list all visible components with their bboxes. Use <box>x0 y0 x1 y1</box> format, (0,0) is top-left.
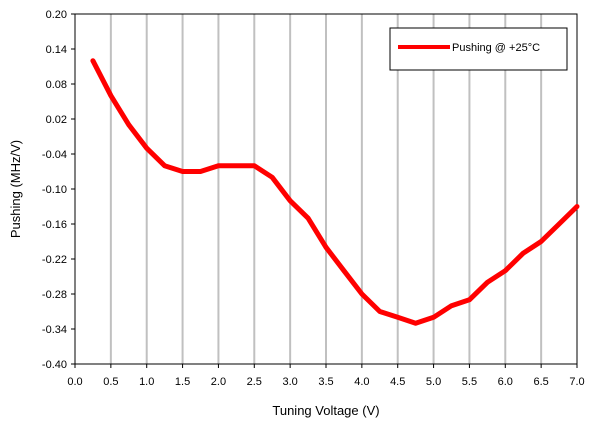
y-tick-label: 0.14 <box>46 44 67 56</box>
y-tick-label: 0.08 <box>46 79 67 91</box>
x-tick-label: 1.5 <box>175 376 190 388</box>
x-tick-label: 1.0 <box>139 376 154 388</box>
x-tick-label: 4.0 <box>354 376 369 388</box>
y-tick-labels: 0.20 0.14 0.08 0.02 -0.04 -0.10 -0.16 -0.22 -0.2… <box>42 9 67 371</box>
x-tick-label: 0.5 <box>103 376 118 388</box>
series-line <box>90 58 580 326</box>
x-tick-label: 2.5 <box>247 376 262 388</box>
y-tick-label: -0.40 <box>42 359 67 371</box>
x-tick-label: 5.5 <box>462 376 477 388</box>
x-tick-label: 5.0 <box>426 376 441 388</box>
y-tick-label: 0.20 <box>46 9 67 21</box>
x-axis-label: Tuning Voltage (V) <box>272 403 379 418</box>
x-tick-label: 6.5 <box>533 376 548 388</box>
y-tick-label: -0.28 <box>42 289 67 301</box>
y-tick-label: -0.22 <box>42 254 67 266</box>
x-tick-label: 7.0 <box>569 376 584 388</box>
tick-marks <box>71 13 578 368</box>
y-tick-label: -0.16 <box>42 219 67 231</box>
x-tick-label: 4.5 <box>390 376 405 388</box>
x-tick-label: 0.0 <box>67 376 82 388</box>
y-tick-label: -0.10 <box>42 184 67 196</box>
y-axis-label: Pushing (MHz/V) <box>8 140 23 238</box>
legend: Pushing @ +25°C <box>389 27 568 71</box>
y-tick-label: -0.34 <box>42 324 67 336</box>
x-tick-label: 6.0 <box>498 376 513 388</box>
x-tick-label: 2.0 <box>211 376 226 388</box>
series-layer <box>90 58 580 326</box>
x-tick-label: 3.5 <box>318 376 333 388</box>
y-tick-label: -0.04 <box>42 149 67 161</box>
y-tick-label: 0.02 <box>46 114 67 126</box>
x-tick-label: 3.0 <box>282 376 297 388</box>
legend-label: Pushing @ +25°C <box>452 42 540 54</box>
x-tick-labels: 0.0 0.5 1.0 1.5 2.0 2.5 3.0 3.5 4.0 4.5 5.0 5.5 6.0 6… <box>67 376 584 388</box>
grid-lines <box>109 14 543 364</box>
